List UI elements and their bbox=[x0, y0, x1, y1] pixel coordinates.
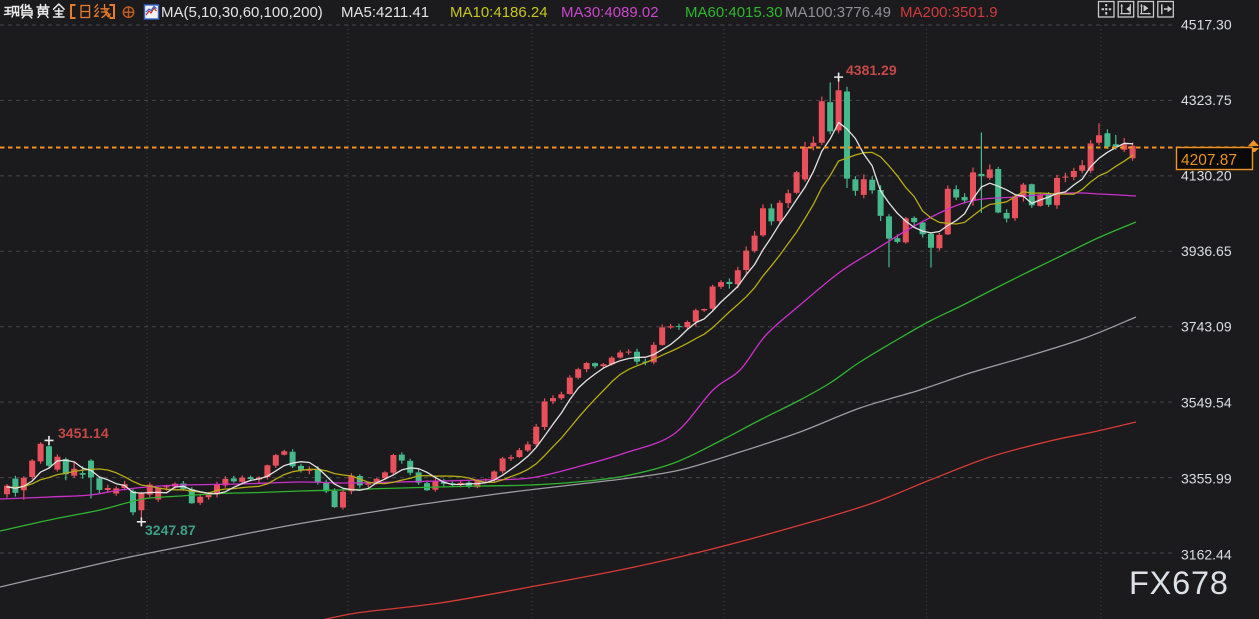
svg-text:MA(5,10,30,60,100,200): MA(5,10,30,60,100,200) bbox=[161, 4, 323, 21]
svg-text:MA200:3501.9: MA200:3501.9 bbox=[900, 4, 998, 21]
svg-text:4381.29: 4381.29 bbox=[846, 62, 897, 78]
svg-text:3743.09: 3743.09 bbox=[1181, 319, 1232, 335]
svg-text:3247.87: 3247.87 bbox=[145, 522, 196, 538]
svg-text:4130.20: 4130.20 bbox=[1181, 168, 1232, 184]
svg-text:MA60:4015.30: MA60:4015.30 bbox=[685, 4, 783, 21]
svg-text:3162.44: 3162.44 bbox=[1181, 547, 1232, 563]
svg-text:3936.65: 3936.65 bbox=[1181, 243, 1232, 259]
svg-text:MA30:4089.02: MA30:4089.02 bbox=[561, 4, 659, 21]
svg-text:3549.54: 3549.54 bbox=[1181, 395, 1232, 411]
svg-text:4207.87: 4207.87 bbox=[1181, 152, 1237, 169]
svg-text:4517.30: 4517.30 bbox=[1181, 17, 1232, 33]
svg-text:MA10:4186.24: MA10:4186.24 bbox=[450, 4, 548, 21]
svg-text:FX678: FX678 bbox=[1129, 565, 1229, 601]
svg-text:4323.75: 4323.75 bbox=[1181, 92, 1232, 108]
svg-text:MA5:4211.41: MA5:4211.41 bbox=[341, 4, 429, 21]
svg-text:3451.14: 3451.14 bbox=[58, 425, 109, 441]
svg-text:3355.99: 3355.99 bbox=[1181, 471, 1232, 487]
svg-text:MA100:3776.49: MA100:3776.49 bbox=[785, 4, 891, 21]
